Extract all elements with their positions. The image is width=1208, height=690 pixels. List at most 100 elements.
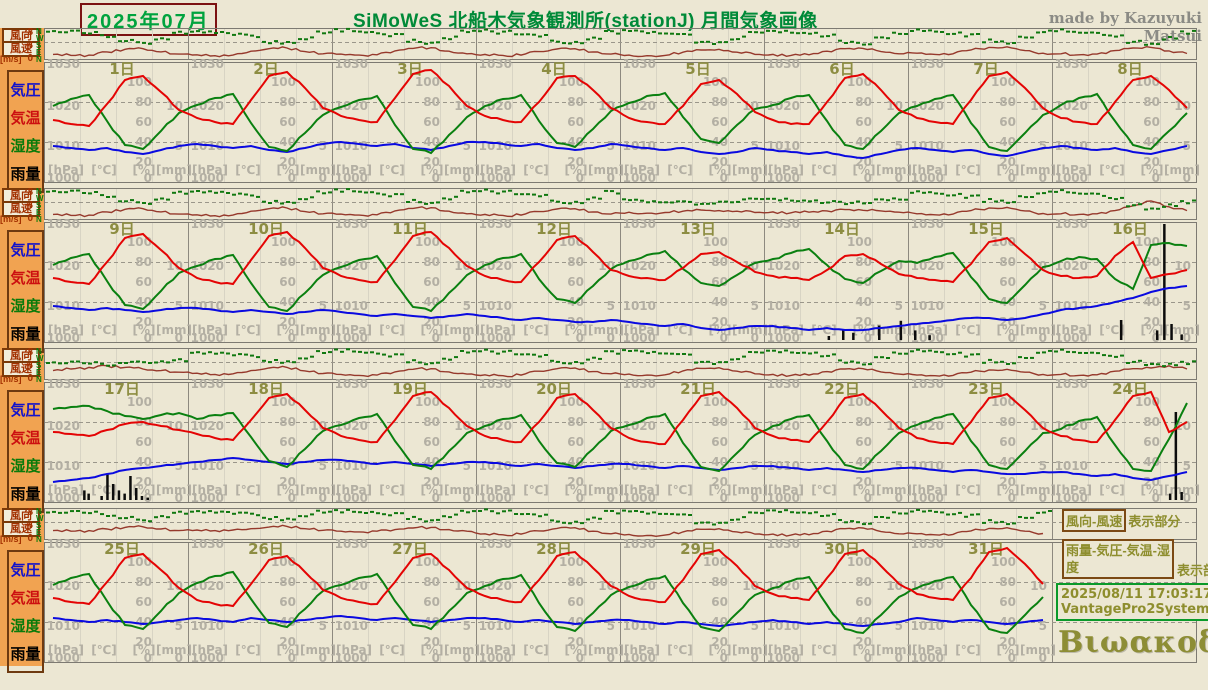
- wind-direction-tick: N: [36, 215, 42, 224]
- svg-text:60: 60: [279, 115, 296, 129]
- day-label: 12日: [536, 220, 572, 238]
- svg-text:0: 0: [720, 171, 728, 185]
- svg-text:0: 0: [1183, 171, 1191, 185]
- svg-text:20: 20: [711, 475, 728, 489]
- svg-text:1020: 1020: [1055, 419, 1088, 433]
- wind-direction-tick: E: [36, 368, 42, 377]
- svg-text:80: 80: [1143, 415, 1160, 429]
- svg-text:20: 20: [711, 315, 728, 329]
- legend-wind-box: 風向-風速: [1062, 509, 1127, 532]
- wind-unit-label: [m/s]: [0, 214, 22, 224]
- svg-text:60: 60: [423, 435, 440, 449]
- svg-text:[hPa]: [hPa]: [768, 643, 804, 657]
- svg-text:60: 60: [135, 595, 152, 609]
- day-label: 22日: [824, 380, 860, 398]
- svg-text:80: 80: [423, 415, 440, 429]
- svg-text:[%]: [%]: [277, 163, 300, 177]
- day-label: 6日: [829, 60, 854, 78]
- series-label: 雨量: [10, 486, 41, 503]
- svg-text:60: 60: [855, 435, 872, 449]
- wind-speed-label: 風速: [2, 361, 40, 377]
- svg-text:[%]: [%]: [133, 163, 156, 177]
- svg-text:10: 10: [454, 579, 471, 593]
- svg-text:80: 80: [855, 415, 872, 429]
- svg-text:[℃]: [℃]: [1099, 483, 1125, 497]
- day-label: 13日: [680, 220, 716, 238]
- svg-text:60: 60: [1143, 435, 1160, 449]
- svg-text:[℃]: [℃]: [235, 643, 261, 657]
- svg-text:1020: 1020: [191, 99, 224, 113]
- svg-text:20: 20: [1143, 155, 1160, 169]
- svg-text:100: 100: [991, 395, 1016, 409]
- day-label: 14日: [824, 220, 860, 238]
- series-label: 気温: [10, 270, 41, 287]
- svg-text:1020: 1020: [47, 259, 80, 273]
- svg-text:0: 0: [175, 491, 183, 505]
- series-label-box: 気圧 気温 湿度 雨量: [7, 230, 44, 353]
- wind-direction-tick: E: [36, 528, 42, 537]
- svg-text:80: 80: [567, 255, 584, 269]
- wind-speed-tick: 8: [27, 27, 33, 38]
- timestamp-box: 2025/08/11 17:03:17 VantagePro2System: [1056, 583, 1208, 621]
- svg-text:[%]: [%]: [133, 483, 156, 497]
- svg-text:100: 100: [271, 75, 296, 89]
- svg-text:1020: 1020: [335, 419, 368, 433]
- day-label: 31日: [968, 540, 1004, 558]
- series-label-box: 気圧 気温 湿度 雨量: [7, 550, 44, 673]
- svg-text:1010: 1010: [47, 139, 80, 153]
- svg-text:5: 5: [1183, 459, 1191, 473]
- svg-text:10: 10: [886, 579, 903, 593]
- svg-text:[mm]: [mm]: [876, 163, 912, 177]
- svg-text:10: 10: [1030, 419, 1047, 433]
- series-label: 雨量: [10, 166, 41, 183]
- svg-text:[%]: [%]: [853, 643, 876, 657]
- svg-text:20: 20: [711, 635, 728, 649]
- svg-text:80: 80: [567, 415, 584, 429]
- svg-text:[hPa]: [hPa]: [1056, 163, 1092, 177]
- svg-text:1020: 1020: [1055, 99, 1088, 113]
- svg-text:1020: 1020: [47, 579, 80, 593]
- svg-text:10: 10: [454, 419, 471, 433]
- svg-text:100: 100: [703, 75, 728, 89]
- svg-text:60: 60: [423, 595, 440, 609]
- svg-text:0: 0: [144, 331, 152, 345]
- svg-text:[hPa]: [hPa]: [768, 163, 804, 177]
- row-sidebar: 風向 風速 8 4 0 N W S E N [m/s] 気圧 気温 湿度 雨量: [0, 507, 44, 673]
- svg-text:60: 60: [999, 435, 1016, 449]
- svg-text:[mm]: [mm]: [156, 643, 192, 657]
- svg-text:40: 40: [279, 295, 296, 309]
- svg-text:1000: 1000: [911, 491, 944, 505]
- month-label: 2025年07月: [80, 3, 217, 36]
- svg-text:1030: 1030: [47, 537, 80, 551]
- svg-text:[℃]: [℃]: [1099, 323, 1125, 337]
- svg-text:20: 20: [999, 315, 1016, 329]
- svg-text:20: 20: [855, 475, 872, 489]
- svg-text:20: 20: [567, 155, 584, 169]
- svg-text:20: 20: [279, 155, 296, 169]
- svg-text:100: 100: [847, 555, 872, 569]
- svg-text:[hPa]: [hPa]: [624, 323, 660, 337]
- svg-text:[mm]: [mm]: [1164, 163, 1200, 177]
- wind-speed-tick: 8: [27, 507, 33, 518]
- weather-panel-row-3: 17日10001010102010300204060801000510[hPa]…: [44, 348, 1200, 505]
- svg-text:1020: 1020: [623, 579, 656, 593]
- svg-text:1030: 1030: [623, 57, 656, 71]
- svg-text:[hPa]: [hPa]: [48, 483, 84, 497]
- day-label: 2日: [253, 60, 278, 78]
- wind-speed-tick: 4: [27, 360, 33, 371]
- svg-text:60: 60: [999, 275, 1016, 289]
- svg-text:[%]: [%]: [709, 483, 732, 497]
- svg-text:1020: 1020: [767, 419, 800, 433]
- svg-text:80: 80: [999, 95, 1016, 109]
- svg-text:1030: 1030: [767, 57, 800, 71]
- svg-text:1010: 1010: [1055, 459, 1088, 473]
- svg-text:60: 60: [1143, 275, 1160, 289]
- svg-text:1030: 1030: [767, 217, 800, 231]
- wind-direction-tick: S: [36, 361, 42, 370]
- svg-text:[hPa]: [hPa]: [480, 163, 516, 177]
- svg-text:100: 100: [127, 235, 152, 249]
- svg-text:[hPa]: [hPa]: [48, 163, 84, 177]
- day-label: 8日: [1117, 60, 1142, 78]
- wind-speed-label: 風速: [2, 201, 40, 217]
